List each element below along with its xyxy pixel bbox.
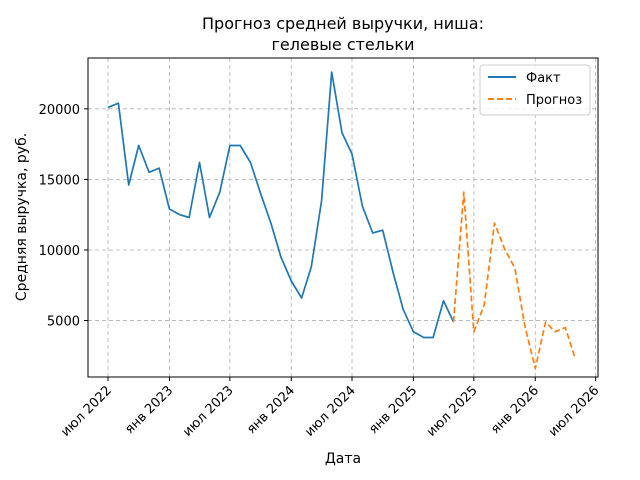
legend-label-forecast: Прогноз	[526, 93, 582, 108]
x-tick-label: июл 2023	[180, 383, 237, 440]
y-axis-ticks: 5000 10000 15000 20000	[39, 103, 88, 330]
series-line-forecast	[452, 191, 577, 370]
legend: Факт Прогноз	[479, 64, 591, 116]
chart-title-line-1: Прогноз средней выручки, ниша:	[202, 14, 484, 33]
x-tick-label: июл 2024	[302, 383, 359, 440]
series-lines	[107, 71, 577, 370]
series-line-fact	[107, 71, 455, 339]
y-tick-label: 10000	[39, 244, 80, 259]
x-tick-label: янв 2024	[244, 383, 298, 437]
x-tick-label: июл 2025	[424, 383, 481, 440]
x-axis-ticks: июл 2022 янв 2023 июл 2023 янв 2024 июл 2024…	[58, 377, 602, 440]
plot-frame	[87, 57, 599, 378]
x-tick-label: янв 2025	[366, 383, 420, 437]
x-tick-label: июл 2026	[546, 383, 603, 440]
x-tick-label: янв 2026	[488, 383, 542, 437]
grid	[88, 58, 598, 377]
y-tick-label: 20000	[39, 103, 80, 118]
y-axis-label: Средняя выручка, руб.	[14, 133, 30, 301]
x-tick-label: июл 2022	[58, 383, 115, 440]
legend-label-fact: Факт	[526, 71, 561, 86]
x-axis-label: Дата	[325, 451, 361, 467]
chart-title-line-2: гелевые стельки	[272, 35, 415, 54]
y-tick-label: 5000	[47, 315, 80, 330]
x-tick-label: янв 2023	[122, 383, 176, 437]
y-tick-label: 15000	[39, 173, 80, 188]
